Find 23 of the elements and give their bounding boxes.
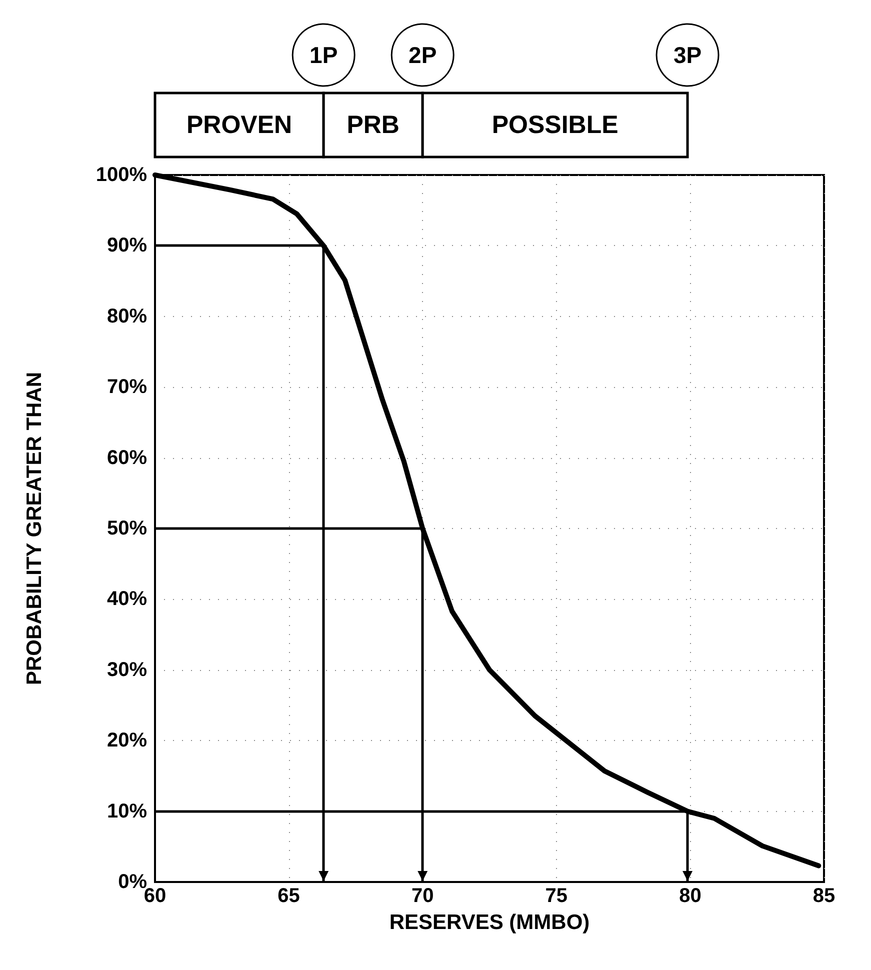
text: PRB: [346, 111, 400, 139]
y-tick-label: 100%: [96, 164, 148, 186]
y-axis-title: PROBABILITY GREATER THAN: [23, 372, 46, 686]
y-tick-label: 70%: [106, 376, 148, 398]
y-tick-label: 40%: [106, 588, 148, 610]
text: 3P: [673, 42, 702, 68]
x-tick-label: 85: [812, 885, 836, 907]
x-axis-title: RESERVES (MMBO): [389, 911, 590, 934]
y-tick-label: 20%: [106, 730, 148, 752]
y-tick-label: 80%: [106, 305, 148, 328]
y-tick-label: 30%: [106, 658, 148, 681]
x-tick-label: 65: [278, 885, 300, 907]
text: 1P: [310, 42, 338, 68]
text: POSSIBLE: [492, 111, 618, 139]
x-tick-label: 80: [679, 885, 702, 907]
y-tick-label: 50%: [106, 518, 148, 540]
y-tick-label: 10%: [106, 800, 148, 822]
y-tick-label: 60%: [106, 446, 148, 469]
text: 2P: [408, 42, 437, 68]
y-tick-label: 90%: [106, 234, 148, 257]
x-tick-label: 70: [411, 885, 434, 907]
text: PROVEN: [186, 111, 292, 139]
x-tick-label: 75: [545, 885, 568, 907]
